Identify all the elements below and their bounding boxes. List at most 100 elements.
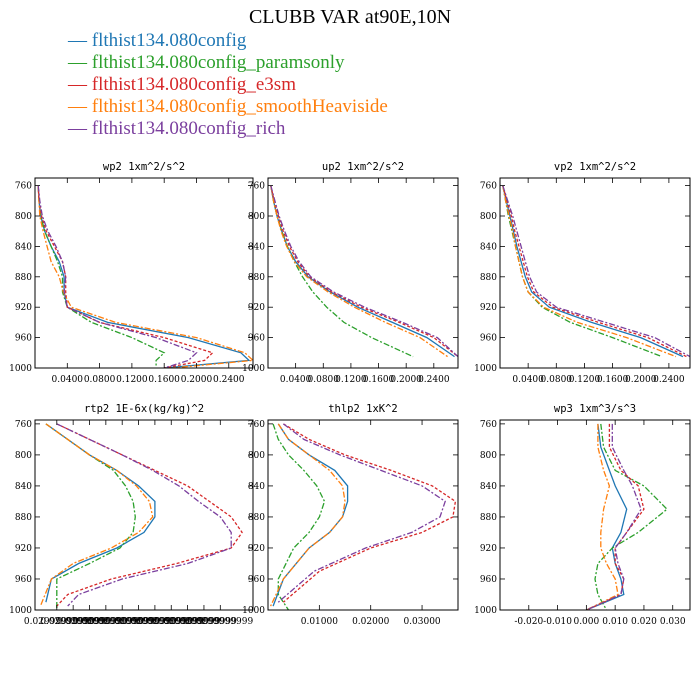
x-tick-label: 0.020: [631, 617, 657, 627]
series-line: [270, 185, 458, 358]
y-tick-label: 760: [15, 420, 32, 430]
y-tick-label: 800: [248, 212, 265, 222]
series-line: [37, 185, 253, 368]
y-tick-label: 840: [480, 482, 497, 492]
panel-frame: [267, 177, 459, 369]
y-tick-label: 880: [248, 273, 265, 283]
x-tick-label: 0.1200: [569, 375, 601, 385]
legend-swatch: —: [68, 30, 92, 51]
series-group: [39, 423, 243, 610]
figure-title: CLUBB VAR at90E,10N: [248, 6, 452, 28]
x-tick-label: -0.010: [543, 617, 572, 627]
series-line: [270, 185, 414, 358]
x-tick-label: 0.0299999999: [40, 617, 106, 627]
y-tick-label: 920: [15, 544, 32, 554]
y-tick-label: 960: [248, 575, 265, 585]
series-line: [270, 185, 455, 358]
legend-item: — flthist134.080config: [68, 30, 388, 52]
series-line: [277, 423, 446, 603]
panel-title: vp2 1xm^2/s^2: [554, 161, 636, 173]
panel-frame: [267, 419, 459, 611]
y-tick-label: 1000: [474, 606, 497, 616]
x-tick-label: 0.2000: [181, 375, 213, 385]
series-line: [586, 423, 628, 610]
legend-label: flthist134.080config_paramsonly: [91, 52, 345, 73]
panel-title: rtp2 1E-6x(kg/kg)^2: [84, 403, 204, 415]
x-tick-label: 0.0400: [280, 375, 312, 385]
x-tick-label: 0.2000: [390, 375, 422, 385]
series-line: [282, 423, 457, 603]
y-tick-label: 880: [15, 513, 32, 523]
series-line: [594, 423, 668, 610]
x-tick-label: 0.0800: [541, 375, 573, 385]
y-tick-label: 840: [480, 242, 497, 252]
series-group: [37, 185, 253, 368]
y-tick-label: 840: [15, 482, 32, 492]
y-tick-label: 960: [15, 575, 32, 585]
y-tick-label: 920: [15, 303, 32, 313]
series-line: [272, 423, 326, 610]
y-tick-label: 760: [248, 182, 265, 192]
y-tick-label: 880: [15, 273, 32, 283]
legend-item: — flthist134.080config_rich: [68, 118, 388, 140]
x-tick-label: 0.2000: [625, 375, 657, 385]
legend-item: — flthist134.080config_e3sm: [68, 74, 388, 96]
y-tick-label: 880: [248, 513, 265, 523]
x-tick-label: 0.0299999999: [122, 617, 188, 627]
x-tick-label: 0.0299999999: [155, 617, 221, 627]
x-tick-label: 0.02000: [352, 617, 389, 627]
x-tick-label: 0.2400: [213, 375, 245, 385]
y-tick-label: 760: [480, 420, 497, 430]
legend-swatch: —: [68, 96, 92, 117]
legend: — flthist134.080config — flthist134.080c…: [68, 30, 388, 140]
x-tick-label: 0.0299999999: [73, 617, 139, 627]
series-line: [502, 185, 663, 358]
series-line: [37, 185, 251, 368]
legend-item: — flthist134.080config_smoothHeaviside: [68, 96, 388, 118]
x-tick-label: 0.0299999999: [106, 617, 172, 627]
series-group: [270, 185, 458, 358]
y-tick-label: 840: [248, 482, 265, 492]
panel-frame: [499, 419, 691, 611]
x-tick-label: 0.1200: [335, 375, 367, 385]
series-line: [270, 423, 346, 607]
panel-frame: [34, 419, 254, 611]
y-tick-label: 920: [248, 544, 265, 554]
panel-title: thlp2 1xK^2: [328, 403, 398, 415]
y-tick-label: 760: [15, 182, 32, 192]
x-tick-label: 0.0299999999: [24, 617, 90, 627]
x-tick-label: 0.1600: [363, 375, 395, 385]
x-tick-label: 0.2400: [418, 375, 450, 385]
series-line: [586, 423, 642, 610]
series-line: [586, 423, 645, 610]
series-line: [56, 423, 232, 607]
x-tick-label: 0.01000: [301, 617, 338, 627]
x-tick-label: 0.0800: [308, 375, 340, 385]
x-tick-label: 0.0800: [84, 375, 116, 385]
x-tick-label: 0.1200: [116, 375, 148, 385]
x-tick-label: 0.030: [660, 617, 686, 627]
series-line: [502, 185, 684, 358]
series-line: [502, 185, 690, 358]
x-tick-label: 0.0400: [512, 375, 544, 385]
y-tick-label: 760: [480, 182, 497, 192]
series-line: [502, 185, 677, 358]
series-line: [37, 185, 166, 368]
series-line: [39, 423, 154, 607]
legend-label: flthist134.080config: [91, 30, 247, 51]
panel-frame: [34, 177, 254, 369]
x-tick-label: 0.010: [602, 617, 628, 627]
x-tick-label: 0.0299999999: [138, 617, 204, 627]
series-line: [37, 185, 214, 368]
y-tick-label: 920: [480, 544, 497, 554]
y-tick-label: 1000: [9, 364, 32, 374]
y-tick-label: 760: [248, 420, 265, 430]
panel-title: wp2 1xm^2/s^2: [103, 161, 185, 173]
y-tick-label: 1000: [242, 364, 265, 374]
legend-label: flthist134.080config_smoothHeaviside: [91, 96, 388, 117]
series-line: [502, 185, 687, 358]
y-tick-label: 960: [480, 575, 497, 585]
panel: vp2 1xm^2/s^2 760 800 840 880 920 960 1000 0.040…: [474, 161, 691, 385]
y-tick-label: 840: [15, 242, 32, 252]
